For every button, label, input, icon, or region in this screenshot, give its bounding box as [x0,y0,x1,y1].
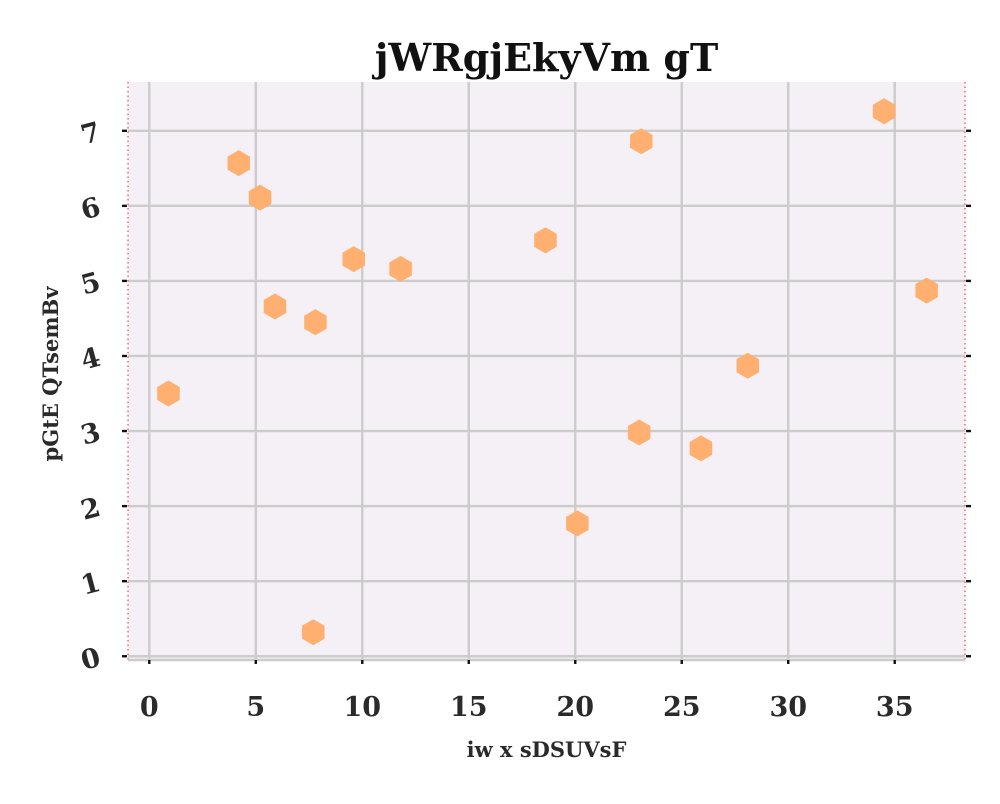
data-point [157,380,180,407]
y-tick-label: 4 [78,342,104,377]
chart-title: jWRgjEkyVm gT [372,35,718,80]
x-axis-label: iw x sDSUVsF [467,737,627,762]
data-point [263,293,287,320]
data-point [534,227,557,254]
data-point [736,352,760,379]
data-points [157,98,938,646]
y-tick-label: 5 [78,267,104,302]
data-point [872,98,896,125]
data-point [304,309,327,336]
data-point [342,246,366,273]
x-tick-label: 30 [769,692,807,723]
x-tick-label: 25 [663,692,701,723]
data-point [302,619,325,646]
data-point [566,510,589,537]
data-point [248,184,272,211]
x-tick-label: 10 [343,692,381,723]
data-point [627,419,651,446]
y-tick-label: 3 [78,417,104,452]
data-point [915,277,938,304]
x-tick-label: 20 [556,692,594,723]
x-tick-label: 15 [450,692,488,723]
x-tick-label: 35 [876,692,914,723]
y-tick-label: 7 [78,117,104,152]
y-tick-label: 2 [78,492,104,527]
data-point [689,435,713,462]
data-point [389,255,412,282]
y-tick-label: 1 [78,567,104,602]
y-axis-label: pGtE QTsemBv [38,286,63,462]
x-tick-label: 0 [140,692,159,723]
grid [128,82,965,660]
y-tick-label: 6 [78,192,104,227]
data-point [227,150,251,177]
plot-area [128,82,965,660]
axes-spines [127,82,966,662]
x-tick-label: 5 [246,692,265,723]
data-point [630,128,653,155]
y-tick-label: 0 [78,642,104,677]
